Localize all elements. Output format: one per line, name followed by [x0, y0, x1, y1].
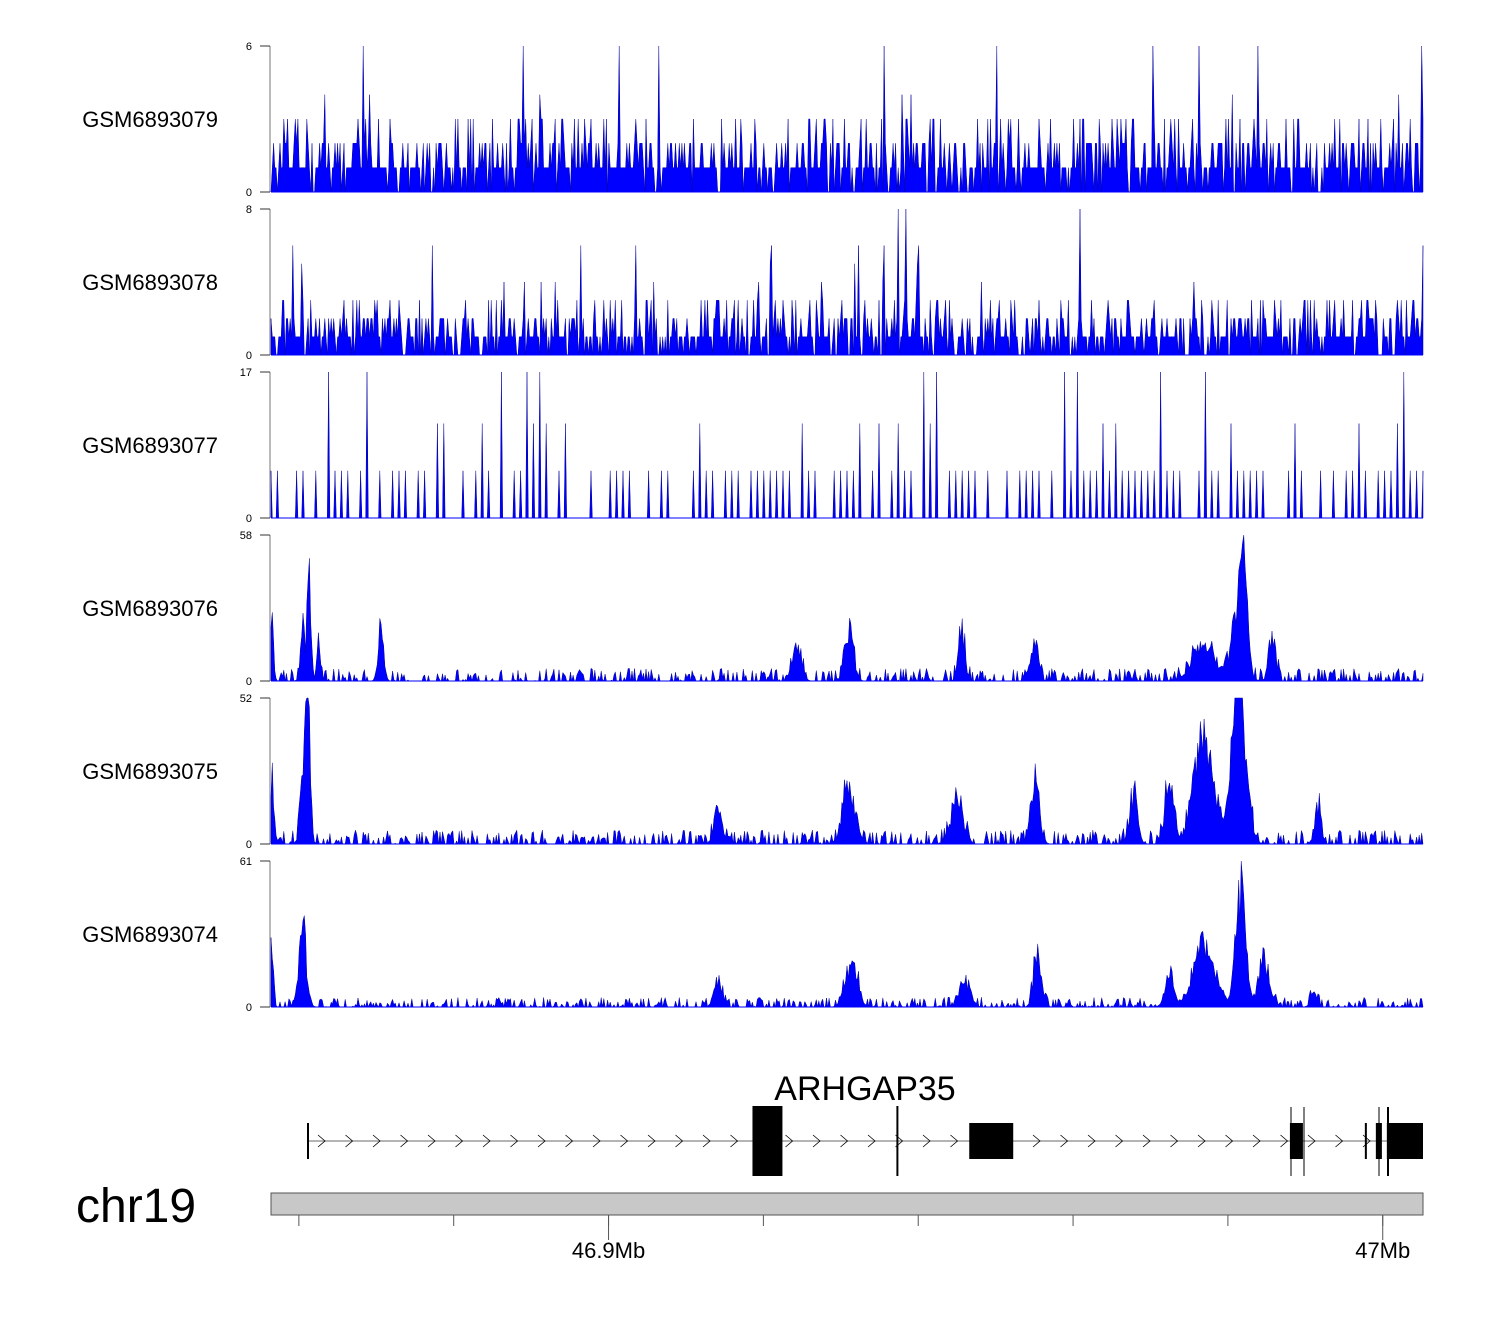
signal-area-GSM6893079 [270, 45, 1424, 193]
y-axis-max-label: 58 [240, 530, 252, 542]
signal-area-GSM6893075 [270, 697, 1424, 845]
strand-arrow-icon [510, 1134, 519, 1148]
strand-arrow-icon [1335, 1134, 1344, 1148]
track-label: GSM6893079 [82, 107, 218, 132]
strand-arrow-icon [922, 1134, 931, 1148]
strand-arrow-icon [537, 1134, 546, 1148]
exon [969, 1123, 1014, 1159]
strand-arrow-icon [345, 1134, 354, 1148]
strand-arrow-icon [730, 1134, 739, 1148]
strand-arrow-icon [400, 1134, 409, 1148]
track-label: GSM6893076 [82, 596, 218, 621]
strand-arrow-icon [867, 1134, 876, 1148]
strand-arrow-icon [812, 1134, 821, 1148]
y-axis-min-label: 0 [246, 187, 252, 199]
track-label: GSM6893077 [82, 433, 218, 458]
gene-track: ARHGAP35 [307, 1070, 1423, 1176]
strand-arrow-icon [1032, 1134, 1041, 1148]
strand-arrow-icon [1115, 1134, 1124, 1148]
strand-arrow-icon [1142, 1134, 1151, 1148]
strand-arrow-icon [620, 1134, 629, 1148]
y-axis-min-label: 0 [246, 513, 252, 525]
chromosome-band [270, 1192, 1424, 1216]
track-label: GSM6893074 [82, 922, 218, 947]
track-GSM6893075: GSM6893075 52 0 [82, 693, 1424, 851]
strand-arrow-icon [702, 1134, 711, 1148]
strand-arrow-icon [950, 1134, 959, 1148]
strand-arrow-icon [1280, 1134, 1289, 1148]
track-GSM6893074: GSM6893074 61 0 [82, 856, 1424, 1014]
strand-arrow-icon [482, 1134, 491, 1148]
exon [1386, 1123, 1423, 1159]
y-axis-min-label: 0 [246, 839, 252, 851]
y-axis-max-label: 6 [246, 41, 252, 53]
strand-arrow-icon [1197, 1134, 1206, 1148]
strand-arrow-icon [1060, 1134, 1069, 1148]
x-axis-tick-label: 46.9Mb [572, 1238, 645, 1263]
genome-axis: chr19 46.9Mb 47Mb [76, 1180, 1424, 1263]
y-axis-min-label: 0 [246, 676, 252, 688]
track-GSM6893078: GSM6893078 8 0 [82, 204, 1424, 362]
y-axis-max-label: 52 [240, 693, 252, 705]
y-axis-min-label: 0 [246, 350, 252, 362]
track-label: GSM6893075 [82, 759, 218, 784]
exon [307, 1123, 309, 1159]
signal-area-GSM6893077 [270, 371, 1424, 519]
strand-arrow-icon [1307, 1134, 1316, 1148]
strand-arrow-icon [372, 1134, 381, 1148]
strand-arrow-icon [1225, 1134, 1234, 1148]
exon [1364, 1123, 1367, 1159]
chromosome-label: chr19 [76, 1180, 196, 1233]
track-GSM6893076: GSM6893076 58 0 [82, 530, 1424, 688]
strand-arrow-icon [1087, 1134, 1096, 1148]
x-axis-tick-label: 47Mb [1355, 1238, 1410, 1263]
track-GSM6893077: GSM6893077 17 0 [82, 367, 1424, 525]
exon [1289, 1123, 1303, 1159]
gene-label: ARHGAP35 [774, 1070, 955, 1108]
exon [752, 1106, 783, 1176]
data-tracks: GSM689307960GSM689307880GSM6893077170GSM… [82, 41, 1424, 1014]
y-axis-min-label: 0 [246, 1002, 252, 1014]
track-label: GSM6893078 [82, 270, 218, 295]
strand-arrow-icon [647, 1134, 656, 1148]
signal-area-GSM6893076 [270, 534, 1424, 682]
strand-arrow-icon [427, 1134, 436, 1148]
y-axis-max-label: 17 [240, 367, 252, 379]
strand-arrow-icon [592, 1134, 601, 1148]
strand-arrow-icon [785, 1134, 794, 1148]
strand-arrow-icon [565, 1134, 574, 1148]
y-axis-max-label: 61 [240, 856, 252, 868]
strand-arrow-icon [455, 1134, 464, 1148]
y-axis-max-label: 8 [246, 204, 252, 216]
strand-arrow-icon [1170, 1134, 1179, 1148]
signal-area-GSM6893074 [270, 860, 1424, 1008]
strand-arrow-icon [1252, 1134, 1261, 1148]
strand-arrow-icon [840, 1134, 849, 1148]
strand-arrow-icon [675, 1134, 684, 1148]
track-GSM6893079: GSM6893079 6 0 [82, 41, 1424, 199]
strand-arrow-icon [317, 1134, 326, 1148]
signal-area-GSM6893078 [270, 208, 1424, 356]
